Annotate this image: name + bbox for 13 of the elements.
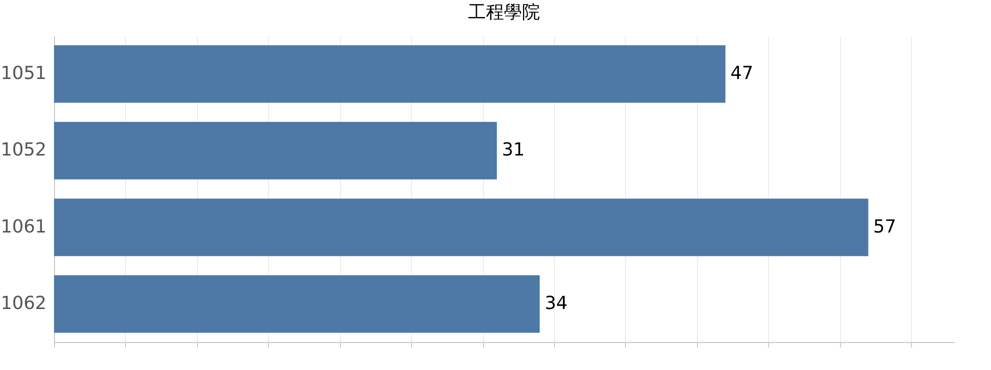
y-tick-label: 1061: [0, 216, 46, 238]
data-label: 47: [730, 62, 754, 84]
bar: [54, 275, 540, 333]
bar: [54, 198, 868, 256]
bar: [54, 122, 497, 180]
y-tick-label: 1052: [0, 140, 46, 161]
data-label: 57: [873, 216, 896, 238]
y-tick-label: 1062: [0, 293, 46, 314]
chart-title: 工程學院: [468, 2, 540, 23]
y-tick-label: 1051: [0, 62, 46, 84]
data-label: 31: [502, 140, 525, 161]
bar: [54, 45, 726, 103]
data-label: 34: [544, 293, 568, 314]
